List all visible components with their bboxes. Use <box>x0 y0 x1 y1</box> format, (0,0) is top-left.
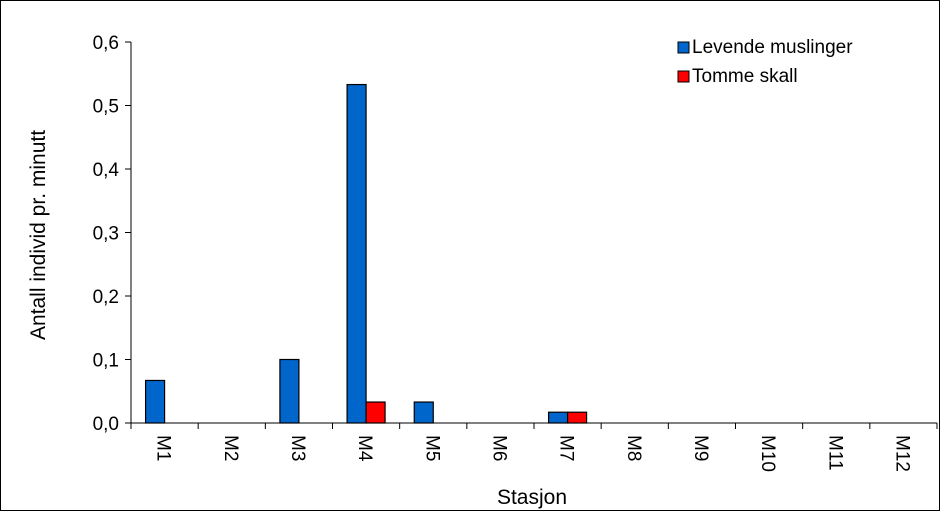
bar-levende-m5 <box>413 401 434 424</box>
x-tick-label: M5 <box>421 435 442 461</box>
x-tick-label: M11 <box>824 435 845 471</box>
y-tick-label: 0,6 <box>93 33 119 54</box>
x-tick-label: M4 <box>354 435 375 462</box>
bar-tomme-m7 <box>566 411 588 424</box>
bar-levende-m4 <box>346 83 367 424</box>
x-tick-label: M12 <box>891 435 912 472</box>
x-tick-label: M7 <box>556 435 577 461</box>
x-tick-label: M2 <box>220 435 241 461</box>
bar-levende-m1 <box>144 379 166 424</box>
y-tick-label: 0,2 <box>93 287 119 308</box>
y-axis-label: Antall individ pr. minutt <box>27 130 50 340</box>
y-tick-label: 0,3 <box>93 224 119 245</box>
legend-swatch-levende <box>677 41 690 54</box>
x-tick-label: M3 <box>287 435 308 461</box>
y-axis: 0,0 0,1 0,2 0,3 0,4 0,5 0,6 <box>93 33 132 435</box>
y-tick-label: 0,4 <box>93 160 120 181</box>
y-tick-label: 0,5 <box>93 97 119 118</box>
x-tick-label: M9 <box>690 435 711 461</box>
legend-label-levende: Levende muslinger <box>692 37 853 58</box>
x-tick-label: M8 <box>623 435 644 461</box>
legend-label-tomme: Tomme skall <box>692 66 798 87</box>
y-tick-label: 0,0 <box>93 414 119 435</box>
bar-levende-m3 <box>279 358 300 424</box>
x-tick-label: M10 <box>757 435 778 472</box>
x-tick-label: M1 <box>153 435 174 461</box>
y-tick-label: 0,1 <box>93 351 119 372</box>
bar-levende-m7 <box>547 411 569 424</box>
legend-swatch-tomme <box>677 70 690 83</box>
legend: Levende muslinger Tomme skall <box>677 37 853 87</box>
bar-tomme-m4 <box>365 401 386 424</box>
x-tick-label: M6 <box>488 435 509 461</box>
x-axis: M1 M2 M3 M4 M5 M6 M7 M8 M9 M10 M11 M12 <box>130 422 938 472</box>
x-axis-label: Stasjon <box>497 486 567 509</box>
bars <box>144 83 588 424</box>
